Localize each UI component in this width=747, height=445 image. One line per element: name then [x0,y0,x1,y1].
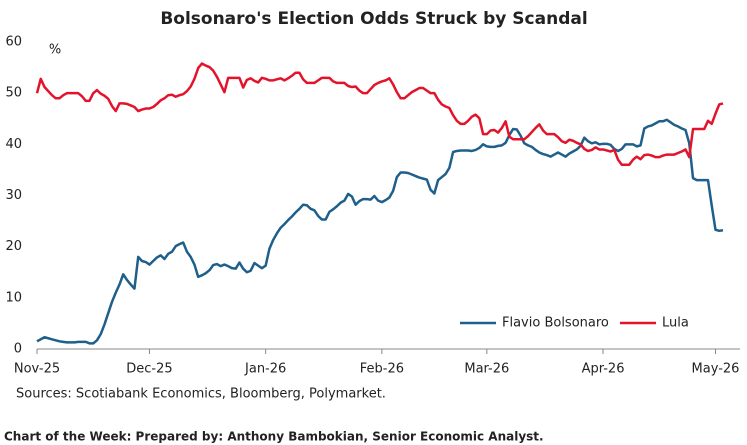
x-tick-label: Nov-25 [14,362,60,377]
x-tick-label: Mar-26 [464,362,509,377]
source-note: Sources: Scotiabank Economics, Bloomberg… [16,387,386,402]
x-tick-label: Apr-26 [582,362,625,377]
footer: Chart of the Week: Prepared by: Anthony … [4,430,544,444]
x-tick-label: Dec-25 [126,362,172,377]
legend-label: Lula [662,316,689,331]
x-tick-label: May-26 [692,362,740,377]
y-tick-label: 50 [5,86,22,101]
series-line [36,118,724,345]
y-tick-label: 40 [5,137,22,152]
chart-title: Bolsonaro's Election Odds Struck by Scan… [160,9,587,29]
y-tick-label: 0 [14,342,22,357]
y-unit-label: % [49,43,61,58]
y-tick-label: 30 [5,188,22,203]
y-tick-label: 20 [5,239,22,254]
y-tick-label: 60 [5,35,22,50]
y-tick-label: 10 [5,290,22,305]
series-line [35,62,724,167]
legend-label: Flavio Bolsonaro [502,316,609,331]
x-tick-label: Feb-26 [360,362,404,377]
x-tick-label: Jan-26 [244,362,286,377]
